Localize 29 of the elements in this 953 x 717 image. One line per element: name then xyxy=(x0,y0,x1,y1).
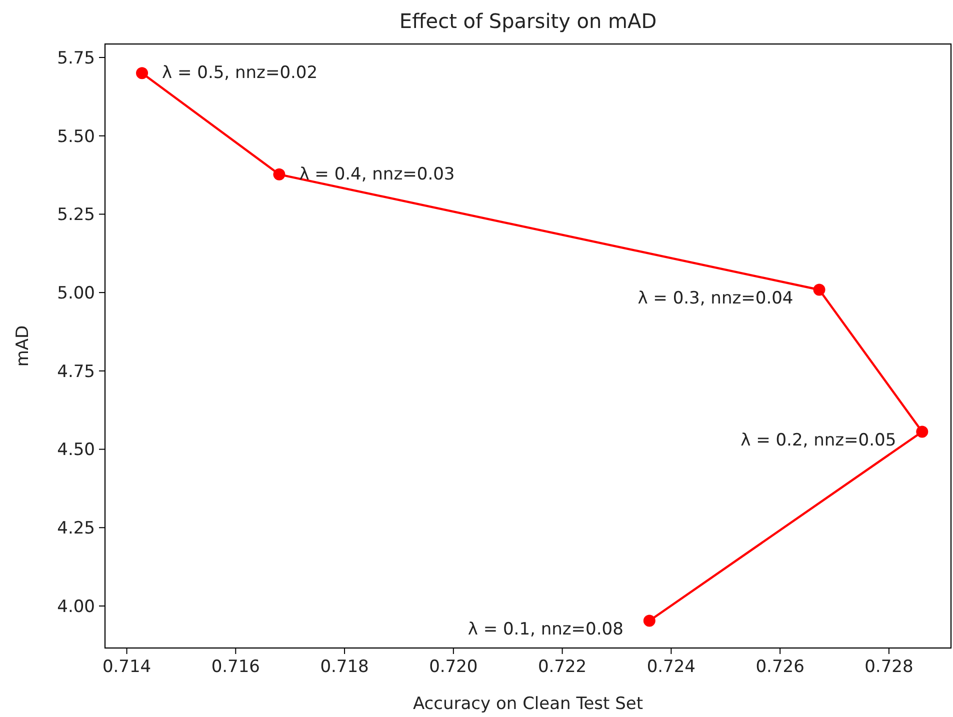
x-tick-label: 0.722 xyxy=(538,657,587,677)
x-tick-label: 0.724 xyxy=(646,657,696,677)
point xyxy=(273,168,286,180)
x-tick-label: 0.714 xyxy=(102,657,152,677)
point xyxy=(813,284,826,296)
y-tick-label: 4.25 xyxy=(57,518,95,539)
y-tick-label: 5.75 xyxy=(57,48,95,68)
y-tick-label: 5.25 xyxy=(57,205,95,226)
point xyxy=(136,67,148,80)
x-tick-label: 0.718 xyxy=(320,657,369,677)
point xyxy=(643,614,656,627)
annotation: λ = 0.2, nnz=0.05 xyxy=(740,430,896,451)
x-tick-label: 0.728 xyxy=(864,657,914,677)
y-tick-label: 4.00 xyxy=(57,596,95,617)
annotation: λ = 0.1, nnz=0.08 xyxy=(468,620,624,640)
x-tick-label: 0.716 xyxy=(211,657,260,677)
y-tick-label: 4.50 xyxy=(57,440,95,460)
annotation: λ = 0.5, nnz=0.02 xyxy=(162,63,318,84)
annotation: λ = 0.3, nnz=0.04 xyxy=(638,288,794,309)
y-axis-title: mAD xyxy=(13,325,33,367)
y-tick-label: 5.50 xyxy=(57,126,95,147)
x-tick-label: 0.720 xyxy=(429,657,478,677)
y-tick-label: 4.75 xyxy=(57,362,95,382)
chart-title: Effect of Sparsity on mAD xyxy=(399,9,657,33)
y-tick-label: 5.00 xyxy=(57,284,95,304)
annotation: λ = 0.4, nnz=0.03 xyxy=(299,164,455,184)
point xyxy=(916,426,928,438)
x-axis-title: Accuracy on Clean Test Set xyxy=(412,694,644,714)
x-tick-label: 0.726 xyxy=(756,657,804,677)
